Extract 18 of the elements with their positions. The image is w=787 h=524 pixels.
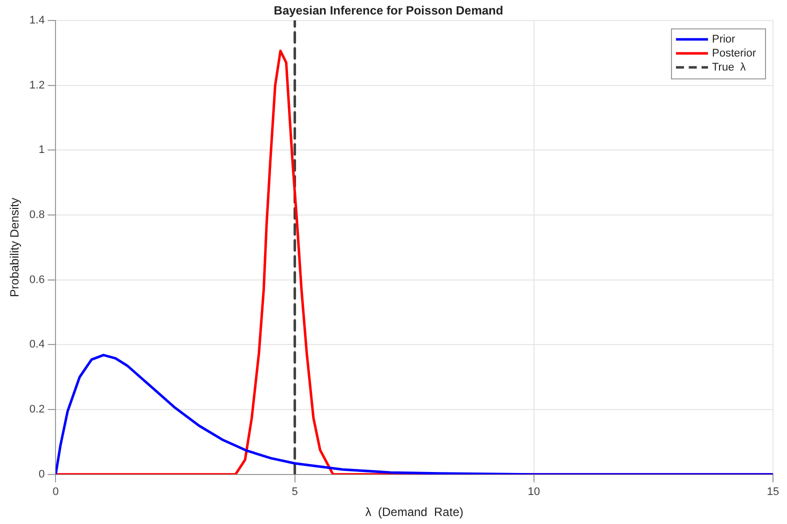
legend-label: Prior	[712, 33, 736, 46]
y-tick-label: 1.4	[29, 14, 45, 26]
y-tick-label: 1	[38, 144, 45, 156]
x-tick-label: 5	[292, 486, 298, 498]
legend-label: True λ	[712, 61, 746, 74]
legend-label: Posterior	[712, 47, 756, 60]
y-tick-label: 1.2	[29, 79, 45, 92]
y-axis-title: Probability Density	[8, 198, 22, 298]
x-tick-label: 0	[52, 486, 59, 498]
x-tick-label: 10	[528, 486, 540, 498]
y-tick-label: 0.8	[29, 209, 45, 222]
x-axis-title: λ (Demand Rate)	[365, 505, 464, 520]
y-tick-label: 0.2	[29, 404, 45, 416]
y-tick-label: 0.4	[29, 338, 45, 351]
y-tick-label: 0.6	[29, 274, 45, 286]
chart-title: Bayesian Inference for Poisson Demand	[274, 4, 504, 18]
y-tick-label: 0	[38, 468, 45, 480]
x-tick-label: 15	[766, 486, 780, 498]
